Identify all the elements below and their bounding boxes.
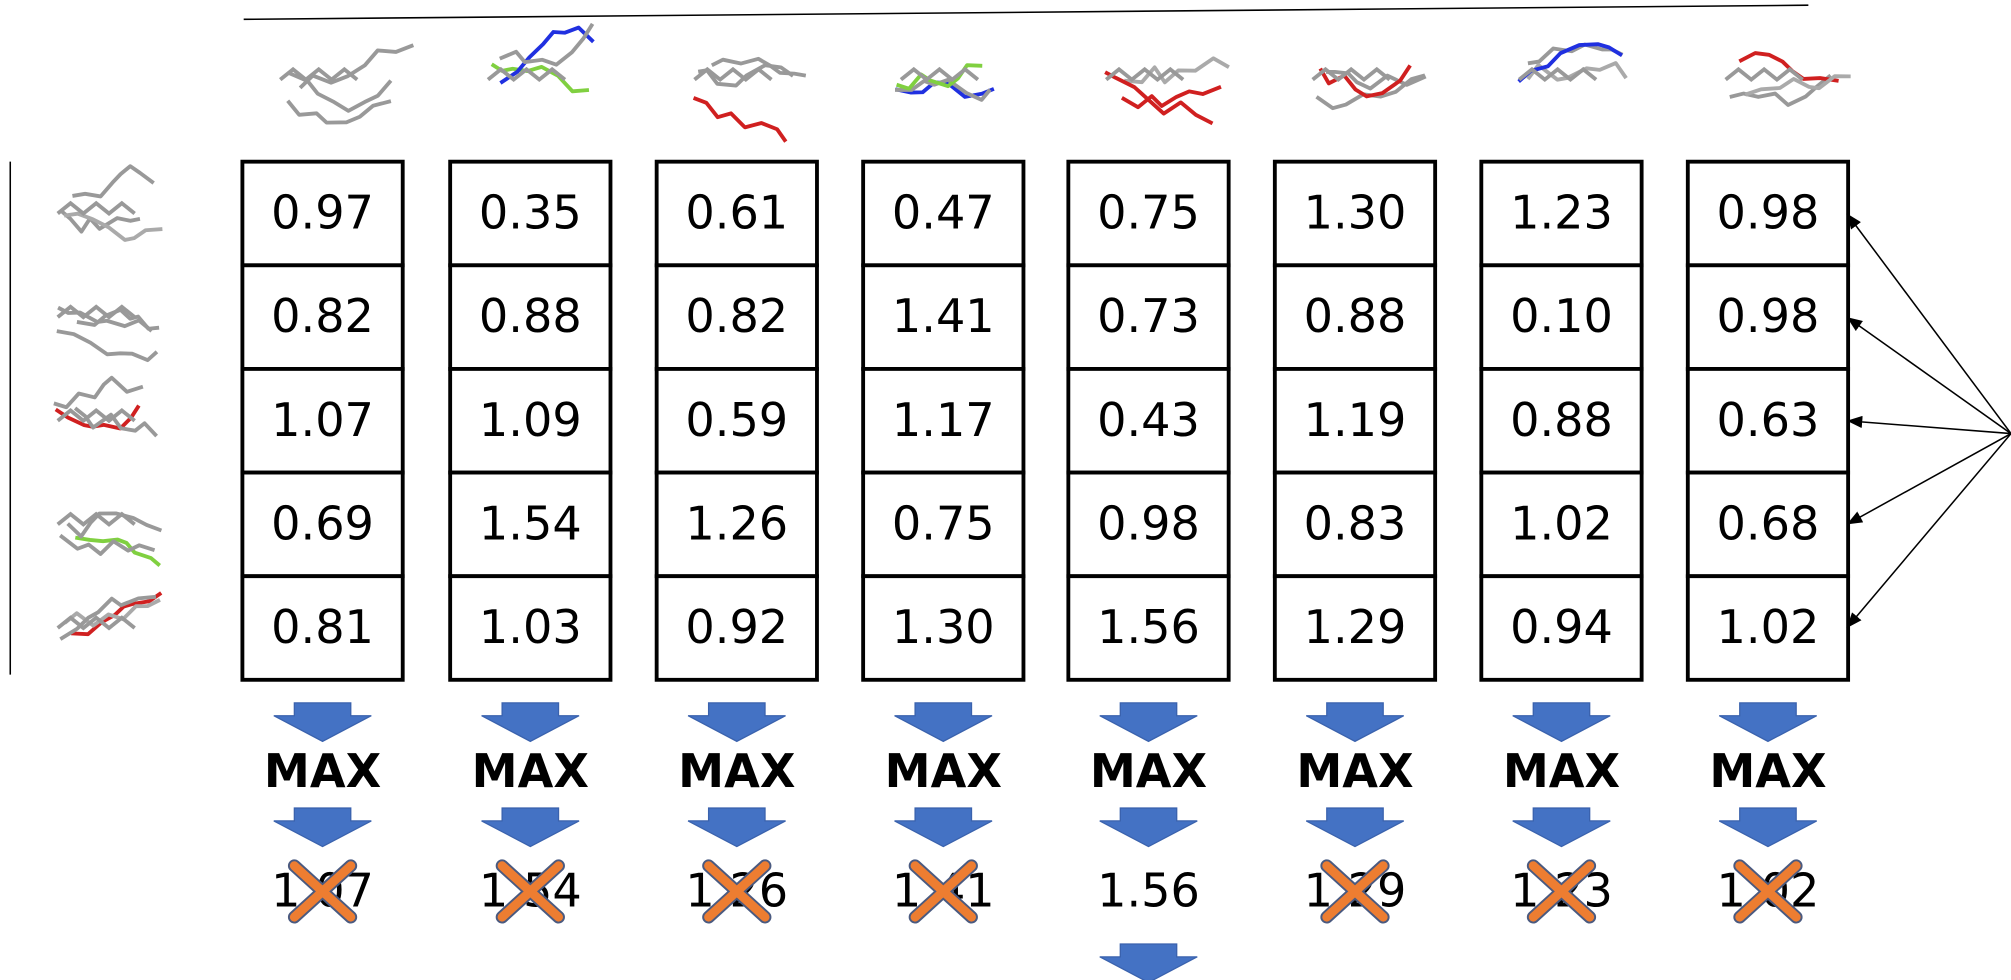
cell-value: 0.98 (1717, 186, 1820, 240)
down-arrow (895, 703, 992, 741)
molecule-icon (1726, 53, 1851, 105)
molecule-bond (60, 535, 154, 554)
cell-value: 0.69 (271, 496, 374, 550)
molecule-bond (54, 378, 143, 407)
cell-value: 1.02 (1717, 600, 1820, 654)
cell-value: 0.47 (892, 186, 995, 240)
cell-value: 1.56 (1097, 600, 1200, 654)
molecule-bond (58, 203, 135, 213)
molecule-icon (1105, 58, 1229, 123)
cell-value: 1.30 (892, 600, 995, 654)
molecule-bond (57, 331, 157, 360)
cell-value: 0.81 (271, 600, 374, 654)
result-value: 1.56 (1097, 863, 1200, 917)
down-arrow (1100, 944, 1197, 980)
down-arrow (1513, 808, 1610, 846)
molecule-icon (58, 166, 163, 240)
down-arrow (688, 808, 785, 846)
cell-value: 0.10 (1510, 289, 1613, 343)
molecule-bond (694, 98, 786, 142)
diagram: 0.97 0.82 1.07 0.69 0.81 0.35 0.88 1.09 1.54 1.03… (0, 0, 2011, 980)
pointer-arrow (1847, 421, 2011, 434)
cell-value: 0.35 (479, 186, 582, 240)
cell-value: 0.59 (685, 393, 788, 447)
cell-value: 1.29 (1304, 600, 1407, 654)
molecule-icon (1313, 65, 1426, 108)
cell-value: 0.73 (1097, 289, 1200, 343)
cell-value: 0.82 (685, 289, 788, 343)
molecule-icon (58, 513, 162, 565)
cell-value: 0.97 (271, 186, 374, 240)
down-arrow (1100, 703, 1197, 741)
cell-value: 0.88 (1510, 393, 1613, 447)
max-label: MAX (1709, 744, 1826, 798)
cell-value: 1.07 (271, 393, 374, 447)
cell-value: 1.09 (479, 393, 582, 447)
molecule-bond (75, 408, 157, 436)
molecule-bond (1726, 69, 1803, 79)
cell-value: 0.61 (685, 186, 788, 240)
max-label: MAX (885, 744, 1002, 798)
down-arrow (1719, 808, 1816, 846)
max-label: MAX (1296, 744, 1413, 798)
cell-value: 0.92 (685, 600, 788, 654)
cell-value: 0.88 (1304, 289, 1407, 343)
cell-value: 1.23 (1510, 186, 1613, 240)
molecule-icon (694, 59, 806, 142)
molecule-bond (1124, 58, 1229, 82)
down-arrow (1100, 808, 1197, 846)
molecule-bond (300, 45, 413, 88)
pointer-arrow (1847, 434, 2011, 628)
down-arrow (482, 808, 579, 846)
cell-value: 0.94 (1510, 600, 1613, 654)
cell-value: 0.98 (1097, 496, 1200, 550)
cell-value: 0.75 (1097, 186, 1200, 240)
molecule-bond (72, 166, 153, 196)
molecule-icon (895, 65, 994, 100)
cell-value: 1.03 (479, 600, 582, 654)
pointer-arrow (1847, 434, 2011, 525)
down-arrow (1306, 808, 1403, 846)
cell-value: 1.02 (1510, 496, 1613, 550)
cell-value: 1.54 (479, 496, 582, 550)
down-arrow (1513, 703, 1610, 741)
down-arrow (274, 703, 371, 741)
down-arrow (1306, 703, 1403, 741)
molecule-icon (280, 45, 413, 122)
cell-value: 0.83 (1304, 496, 1407, 550)
cell-value: 1.26 (685, 496, 788, 550)
down-arrow (482, 703, 579, 741)
cell-value: 0.82 (271, 289, 374, 343)
cell-value: 1.17 (892, 393, 995, 447)
molecule-icon (57, 307, 159, 360)
max-label: MAX (1090, 744, 1207, 798)
molecule-icon (488, 24, 593, 91)
pointer-arrow (1847, 317, 2011, 433)
molecule-bond (58, 308, 152, 331)
molecule-icon (1519, 44, 1626, 81)
top-rule (244, 5, 1809, 19)
molecule-bond (694, 69, 771, 79)
down-arrow (688, 703, 785, 741)
max-label: MAX (678, 744, 795, 798)
cell-value: 1.30 (1304, 186, 1407, 240)
cell-value: 0.43 (1097, 393, 1200, 447)
molecule-bond (901, 69, 978, 79)
cell-value: 1.41 (892, 289, 995, 343)
cell-value: 0.68 (1717, 496, 1820, 550)
max-label: MAX (1503, 744, 1620, 798)
molecule-icon (54, 378, 157, 436)
cell-value: 0.63 (1717, 393, 1820, 447)
down-arrow (895, 808, 992, 846)
pointer-arrow (1847, 213, 2011, 433)
cell-value: 0.88 (479, 289, 582, 343)
down-arrow (274, 808, 371, 846)
cell-value: 0.75 (892, 496, 995, 550)
cell-value: 0.98 (1717, 289, 1820, 343)
max-label: MAX (264, 744, 381, 798)
down-arrow (1719, 703, 1816, 741)
cell-value: 1.19 (1304, 393, 1407, 447)
molecule-icon (58, 593, 161, 639)
max-label: MAX (472, 744, 589, 798)
